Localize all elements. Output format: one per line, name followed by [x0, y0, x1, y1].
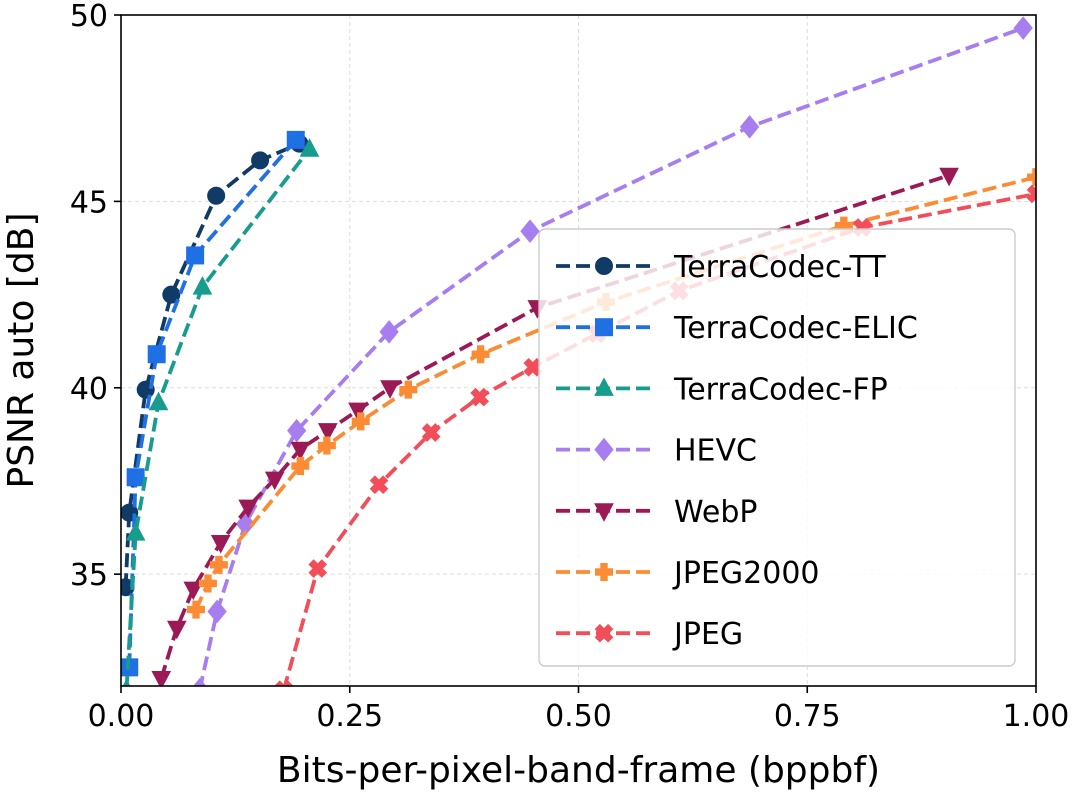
data-point-hevc [520, 219, 540, 244]
legend-item-terracodec-elic: TerraCodec-ELIC [556, 311, 918, 346]
y-tick-label: 35 [70, 558, 108, 593]
data-point-webp [264, 471, 285, 491]
data-point-webp [348, 402, 368, 422]
data-point-jpeg2000 [209, 555, 228, 574]
data-point-jpeg2000 [187, 600, 206, 619]
legend-item-hevc: HEVC [556, 434, 757, 469]
data-point-jpeg [308, 559, 328, 578]
data-point-jpeg [523, 357, 543, 377]
ticks: 0.00 0.25 0.50 0.75 1.00 35 40 45 50 [70, 0, 1070, 734]
data-point-terracodec-elic [126, 468, 145, 487]
x-tick-label: 0.25 [316, 699, 383, 734]
data-point-terracodec-elic [286, 130, 305, 149]
data-point-webp [151, 671, 172, 686]
data-point-webp [183, 581, 204, 601]
data-point-terracodec-tt [251, 151, 270, 170]
legend-label: TerraCodec-FP [673, 372, 888, 407]
legend-marker [594, 503, 614, 522]
series-line-hevc [198, 26, 1024, 686]
legend-item-terracodec-fp: TerraCodec-FP [556, 372, 888, 407]
legend-label: TerraCodec-TT [673, 250, 886, 285]
data-point-terracodec-fp [192, 276, 213, 295]
data-point-webp [290, 441, 311, 461]
y-tick-label: 40 [70, 372, 108, 407]
x-tick-label: 0.50 [545, 699, 612, 734]
legend-label: HEVC [674, 434, 757, 469]
legend-marker [595, 318, 613, 337]
y-tick-label: 45 [70, 185, 108, 220]
data-point-terracodec-fp [122, 678, 131, 686]
data-point-webp [939, 167, 959, 187]
data-point-jpeg2000 [351, 412, 370, 431]
data-point-terracodec-tt [162, 285, 181, 304]
data-point-hevc [379, 320, 399, 344]
legend-box [538, 228, 1016, 667]
legend-label: JPEG2000 [672, 556, 820, 591]
legend-item-webp: WebP [556, 495, 758, 530]
data-point-jpeg2000 [291, 457, 310, 476]
x-tick-label: 0.75 [774, 699, 841, 734]
legend-item-jpeg: JPEG [556, 617, 743, 652]
data-point-hevc [207, 599, 227, 624]
data-point-jpeg [421, 423, 441, 442]
data-point-jpeg2000 [471, 345, 490, 364]
data-point-jpeg2000 [317, 436, 336, 455]
data-point-hevc [193, 677, 207, 686]
data-point-webp [317, 423, 338, 442]
series-line-webp [159, 173, 950, 680]
data-point-jpeg [470, 387, 490, 407]
legend-label: WebP [674, 495, 758, 530]
legend-label: TerraCodec-ELIC [673, 311, 918, 346]
data-point-terracodec-fp [299, 138, 320, 157]
series-webp [151, 167, 959, 686]
legend-marker [594, 377, 614, 396]
data-point-jpeg [1026, 184, 1036, 204]
data-point-terracodec-fp [148, 391, 169, 411]
legend-label: JPEG [672, 617, 743, 652]
y-axis-label: PSNR auto [dB] [1, 212, 42, 488]
y-tick-label: 50 [70, 0, 108, 34]
legend-item-terracodec-tt: TerraCodec-TT [556, 250, 886, 285]
data-point-jpeg2000 [1027, 168, 1036, 187]
data-point-webp [380, 380, 400, 399]
legend-item-jpeg2000: JPEG2000 [556, 556, 820, 591]
data-point-jpeg2000 [198, 574, 217, 593]
data-point-webp [210, 534, 231, 554]
legend-marker [595, 563, 613, 581]
data-point-hevc [1013, 16, 1033, 40]
data-point-jpeg [369, 475, 389, 495]
legend: TerraCodec-TT TerraCodec-ELIC TerraCodec-F… [538, 228, 1016, 667]
data-point-terracodec-fp [125, 522, 146, 541]
legend-marker [594, 437, 614, 462]
legend-marker [594, 623, 614, 643]
series-terracodec-fp [122, 138, 320, 686]
data-point-webp [238, 499, 259, 519]
x-tick-label: 0.00 [88, 699, 155, 734]
x-axis-label: Bits-per-pixel-band-frame (bppbf) [277, 750, 880, 791]
data-point-hevc [287, 418, 307, 443]
data-point-terracodec-tt [207, 186, 226, 205]
data-point-terracodec-elic [147, 345, 166, 364]
data-point-webp [166, 620, 187, 640]
data-point-jpeg2000 [399, 380, 418, 399]
x-tick-label: 1.00 [1003, 699, 1070, 734]
data-point-terracodec-elic [186, 246, 205, 265]
data-point-hevc [739, 115, 760, 139]
series-hevc [193, 16, 1033, 686]
legend-marker [595, 257, 613, 275]
